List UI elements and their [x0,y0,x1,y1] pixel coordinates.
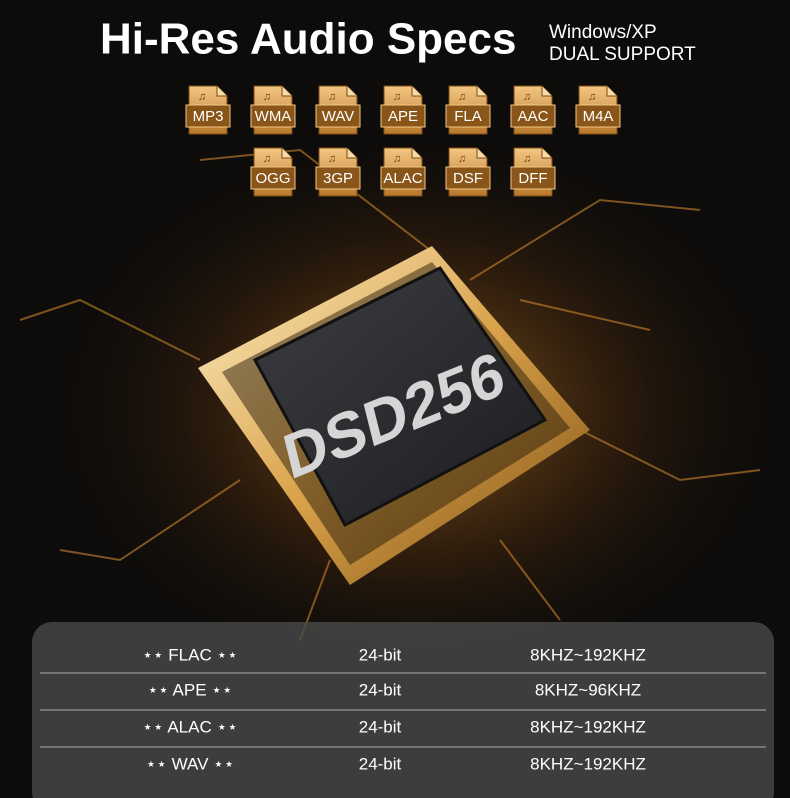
icon-label-bg [380,104,426,128]
format-label: 3GP [323,170,353,187]
format-label: FLA [454,108,482,125]
format-label: ALAC [383,170,422,187]
table-cell: 24-bit [359,717,402,736]
table-cell: ⋆⋆ WAV ⋆⋆ [146,754,235,773]
format-label: WMA [255,108,292,125]
format-icon: ♫ AAC [510,85,556,135]
format-label: APE [388,108,418,125]
format-icon: ♫ APE [380,85,426,135]
icon-fold [346,86,357,97]
icon-note: ♫ [588,91,596,103]
icon-label-bg [510,104,556,128]
table-cell: 8KHZ~192KHZ [530,717,646,736]
format-label: AAC [518,108,549,125]
icon-note: ♫ [328,153,336,165]
icon-label-bg [250,166,296,190]
table-rows: ⋆⋆ FLAC ⋆⋆ 24-bit 8KHZ~192KHZ ⋆⋆ APE ⋆⋆ 24-b… [40,645,766,773]
icon-fold [411,148,422,159]
icon-note: ♫ [263,91,271,103]
format-icon: ♫ ALAC [380,147,426,197]
icon-note: ♫ [523,153,531,165]
format-icon: ♫ DSF [445,147,491,197]
icon-fold [541,148,552,159]
icon-note: ♫ [458,153,466,165]
icon-fold [281,86,292,97]
format-label: OGG [255,170,290,187]
icon-note: ♫ [328,91,336,103]
table-cell: ⋆⋆ APE ⋆⋆ [147,680,232,699]
format-icons: ♫ MP3 ♫ WMA ♫ WAV ♫ APE ♫ FLA ♫ AAC ♫ M4A ♫ OGG ♫ 3GP ♫ ALA… [185,85,621,197]
icon-label-bg [380,166,426,190]
table-cell: 24-bit [359,680,402,699]
table-cell: 24-bit [359,754,402,773]
format-icon: ♫ WAV [315,85,361,135]
icon-label-bg [445,104,491,128]
format-label: DSF [453,170,483,187]
icon-note: ♫ [523,91,531,103]
icon-fold [216,86,227,97]
table-cell: ⋆⋆ ALAC ⋆⋆ [142,717,237,736]
icon-label-bg [250,104,296,128]
table-cell: 8KHZ~192KHZ [530,645,646,664]
icon-note: ♫ [263,153,271,165]
format-icon: ♫ DFF [510,147,556,197]
icon-fold [606,86,617,97]
icon-note: ♫ [393,153,401,165]
format-label: WAV [322,108,355,125]
traces [19,148,761,641]
icon-note: ♫ [458,91,466,103]
icon-note: ♫ [393,91,401,103]
icon-note: ♫ [198,91,206,103]
icon-label-bg [315,104,361,128]
icon-fold [476,148,487,159]
format-icon: ♫ OGG [250,147,296,197]
icon-fold [411,86,422,97]
format-icon: ♫ MP3 [185,85,231,135]
format-icon: ♫ FLA [445,85,491,135]
subtitle: DUAL SUPPORT [549,44,696,65]
icon-fold [541,86,552,97]
format-label: MP3 [193,108,224,125]
format-icon: ♫ M4A [575,85,621,135]
chip-die [252,266,548,528]
icon-label-bg [575,104,621,128]
format-icon: ♫ 3GP [315,147,361,197]
icon-label-bg [445,166,491,190]
format-label: DFF [518,170,547,187]
icon-fold [476,86,487,97]
table-cell: 8KHZ~192KHZ [530,754,646,773]
icon-label-bg [315,166,361,190]
title: Hi-Res Audio Specs [100,15,516,64]
format-label: M4A [583,108,614,125]
icon-fold [281,148,292,159]
subtitle: Windows/XP [549,22,657,43]
icon-label-bg [185,104,231,128]
icon-label-bg [510,166,556,190]
icon-fold [346,148,357,159]
table-cell: 24-bit [359,645,402,664]
format-icon: ♫ WMA [250,85,296,135]
table-cell: 8KHZ~96KHZ [535,680,641,699]
table-cell: ⋆⋆ FLAC ⋆⋆ [142,645,237,664]
